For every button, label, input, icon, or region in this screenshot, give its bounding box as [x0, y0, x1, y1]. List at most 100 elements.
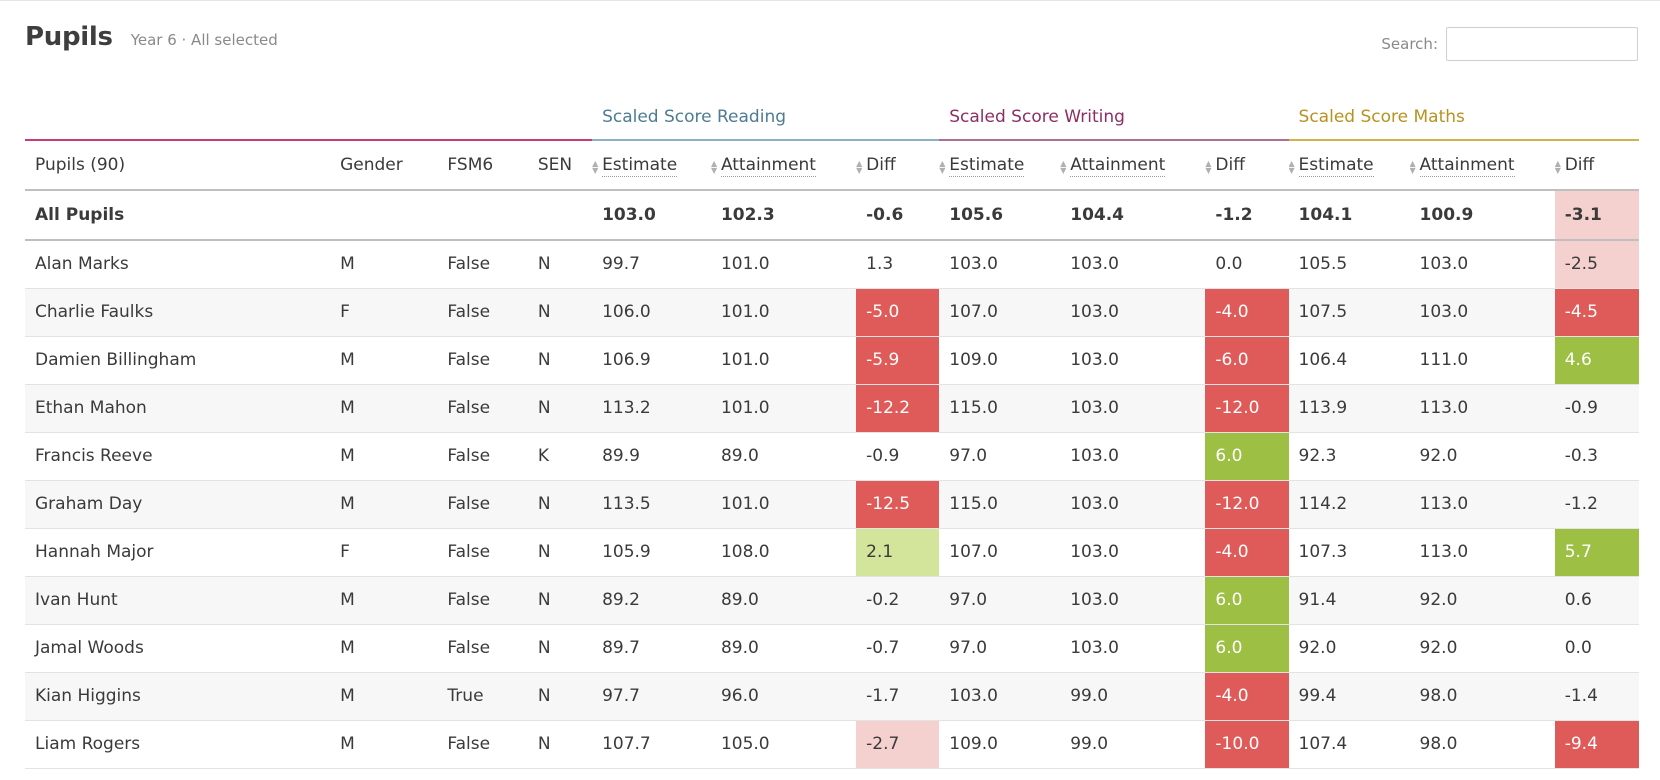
table-row[interactable]: Charlie Faulks F False N 106.0 101.0 -5.…: [25, 288, 1639, 337]
col-header-reading-estimate[interactable]: ▲ ▼ Estimate: [592, 140, 711, 191]
table-row[interactable]: Alan Marks M False N 99.7 101.0 1.3 103.…: [25, 240, 1639, 289]
table-row[interactable]: Graham Day M False N 113.5 101.0 -12.5 1…: [25, 480, 1639, 529]
cell-maths-diff: -2.5: [1554, 240, 1639, 289]
cell-sen: N: [527, 336, 593, 385]
table-row[interactable]: Ethan Mahon M False N 113.2 101.0 -12.2 …: [25, 384, 1639, 433]
col-header-writing-attainment[interactable]: ▲ ▼ Attainment: [1060, 140, 1206, 191]
cell-reading-diff: -2.7: [856, 720, 940, 769]
cell-reading-estimate: 89.2: [592, 576, 711, 625]
col-header-label: Estimate: [949, 155, 1025, 177]
cell-sen: K: [527, 432, 593, 481]
sort-icon: ▲ ▼: [710, 159, 718, 175]
col-header-sen[interactable]: SEN: [527, 140, 593, 191]
cell-reading-attainment: 101.0: [710, 384, 857, 433]
cell-reading-attainment: 101.0: [710, 336, 857, 385]
cell-reading-diff: -12.5: [856, 480, 940, 529]
sort-icon: ▲ ▼: [1205, 159, 1212, 175]
table-row[interactable]: Ivan Hunt M False N 89.2 89.0 -0.2 97.0 …: [25, 576, 1639, 625]
sort-icon: ▲ ▼: [856, 159, 863, 175]
cell-writing-attainment: 103.0: [1060, 480, 1206, 529]
cell-maths-diff: -1.2: [1554, 480, 1639, 529]
cell-writing-diff: -4.0: [1205, 288, 1289, 337]
cell-reading-estimate: 97.7: [592, 672, 711, 721]
cell-maths-estimate: 113.9: [1288, 384, 1410, 433]
group-header-maths: Scaled Score Maths: [1288, 88, 1639, 141]
search-box: Search:: [1381, 27, 1638, 61]
table-row[interactable]: Jamal Woods M False N 89.7 89.0 -0.7 97.…: [25, 624, 1639, 673]
cell-maths-attainment: 92.0: [1409, 624, 1555, 673]
cell-maths-diff: 0.6: [1554, 576, 1639, 625]
summary-empty: [527, 190, 593, 241]
top-border: [0, 0, 1660, 1]
cell-reading-estimate: 106.0: [592, 288, 711, 337]
cell-gender: M: [330, 480, 438, 529]
col-header-fsm6[interactable]: FSM6: [437, 140, 528, 191]
cell-maths-diff: 0.0: [1554, 624, 1639, 673]
cell-maths-attainment: 103.0: [1409, 288, 1555, 337]
cell-gender: F: [330, 288, 438, 337]
cell-reading-estimate: 113.5: [592, 480, 711, 529]
cell-writing-diff: -12.0: [1205, 384, 1289, 433]
cell-maths-attainment: 113.0: [1409, 384, 1555, 433]
cell-reading-attainment: 108.0: [710, 528, 857, 577]
pupils-table: Scaled Score Reading Scaled Score Writin…: [25, 88, 1639, 769]
table-row[interactable]: Francis Reeve M False K 89.9 89.0 -0.9 9…: [25, 432, 1639, 481]
cell-fsm6: False: [437, 288, 528, 337]
cell-sen: N: [527, 720, 593, 769]
cell-gender: M: [330, 624, 438, 673]
cell-reading-diff: -5.9: [856, 336, 940, 385]
cell-reading-attainment: 101.0: [710, 240, 857, 289]
cell-fsm6: False: [437, 528, 528, 577]
col-header-maths-diff[interactable]: ▲ ▼ Diff: [1554, 140, 1639, 191]
col-header-maths-estimate[interactable]: ▲ ▼ Estimate: [1288, 140, 1410, 191]
search-input[interactable]: [1446, 27, 1638, 61]
cell-gender: M: [330, 240, 438, 289]
summary-writing-attainment: 104.4: [1060, 190, 1206, 241]
cell-gender: M: [330, 384, 438, 433]
cell-maths-diff: -4.5: [1554, 288, 1639, 337]
col-header-pupils[interactable]: Pupils (90): [25, 140, 331, 191]
cell-maths-attainment: 113.0: [1409, 480, 1555, 529]
cell-writing-estimate: 97.0: [939, 432, 1061, 481]
cell-reading-attainment: 105.0: [710, 720, 857, 769]
cell-maths-diff: -9.4: [1554, 720, 1639, 769]
sort-icon: ▲ ▼: [939, 159, 946, 175]
cell-fsm6: False: [437, 480, 528, 529]
col-header-gender[interactable]: Gender: [330, 140, 438, 191]
cell-maths-estimate: 107.3: [1288, 528, 1410, 577]
cell-maths-attainment: 113.0: [1409, 528, 1555, 577]
cell-reading-attainment: 89.0: [710, 576, 857, 625]
summary-maths-attainment: 100.9: [1409, 190, 1555, 241]
cell-reading-attainment: 89.0: [710, 432, 857, 481]
cell-writing-diff: -12.0: [1205, 480, 1289, 529]
cell-name: Ivan Hunt: [25, 576, 331, 625]
cell-reading-diff: -5.0: [856, 288, 940, 337]
cell-reading-attainment: 89.0: [710, 624, 857, 673]
cell-writing-diff: 6.0: [1205, 432, 1289, 481]
page-subtitle: Year 6 · All selected: [130, 31, 278, 49]
table-row[interactable]: Kian Higgins M True N 97.7 96.0 -1.7 103…: [25, 672, 1639, 721]
cell-reading-diff: -0.2: [856, 576, 940, 625]
col-header-writing-diff[interactable]: ▲ ▼ Diff: [1205, 140, 1289, 191]
table-row[interactable]: Hannah Major F False N 105.9 108.0 2.1 1…: [25, 528, 1639, 577]
cell-fsm6: True: [437, 672, 528, 721]
col-header-maths-attainment[interactable]: ▲ ▼ Attainment: [1409, 140, 1555, 191]
table-row[interactable]: Damien Billingham M False N 106.9 101.0 …: [25, 336, 1639, 385]
col-header-label: Diff: [1564, 155, 1595, 175]
cell-writing-estimate: 107.0: [939, 528, 1061, 577]
col-header-writing-estimate[interactable]: ▲ ▼ Estimate: [939, 140, 1061, 191]
col-header-reading-diff[interactable]: ▲ ▼ Diff: [856, 140, 940, 191]
cell-writing-diff: 6.0: [1205, 624, 1289, 673]
col-header-reading-attainment[interactable]: ▲ ▼ Attainment: [710, 140, 857, 191]
cell-writing-attainment: 103.0: [1060, 288, 1206, 337]
cell-writing-diff: 6.0: [1205, 576, 1289, 625]
cell-maths-estimate: 107.4: [1288, 720, 1410, 769]
cell-reading-attainment: 101.0: [710, 288, 857, 337]
table-row[interactable]: Liam Rogers M False N 107.7 105.0 -2.7 1…: [25, 720, 1639, 769]
page-header: Pupils Year 6 · All selected: [25, 22, 278, 52]
cell-writing-diff: -6.0: [1205, 336, 1289, 385]
cell-reading-estimate: 107.7: [592, 720, 711, 769]
cell-writing-attainment: 103.0: [1060, 576, 1206, 625]
table-body: Alan Marks M False N 99.7 101.0 1.3 103.…: [25, 240, 1639, 769]
cell-name: Charlie Faulks: [25, 288, 331, 337]
